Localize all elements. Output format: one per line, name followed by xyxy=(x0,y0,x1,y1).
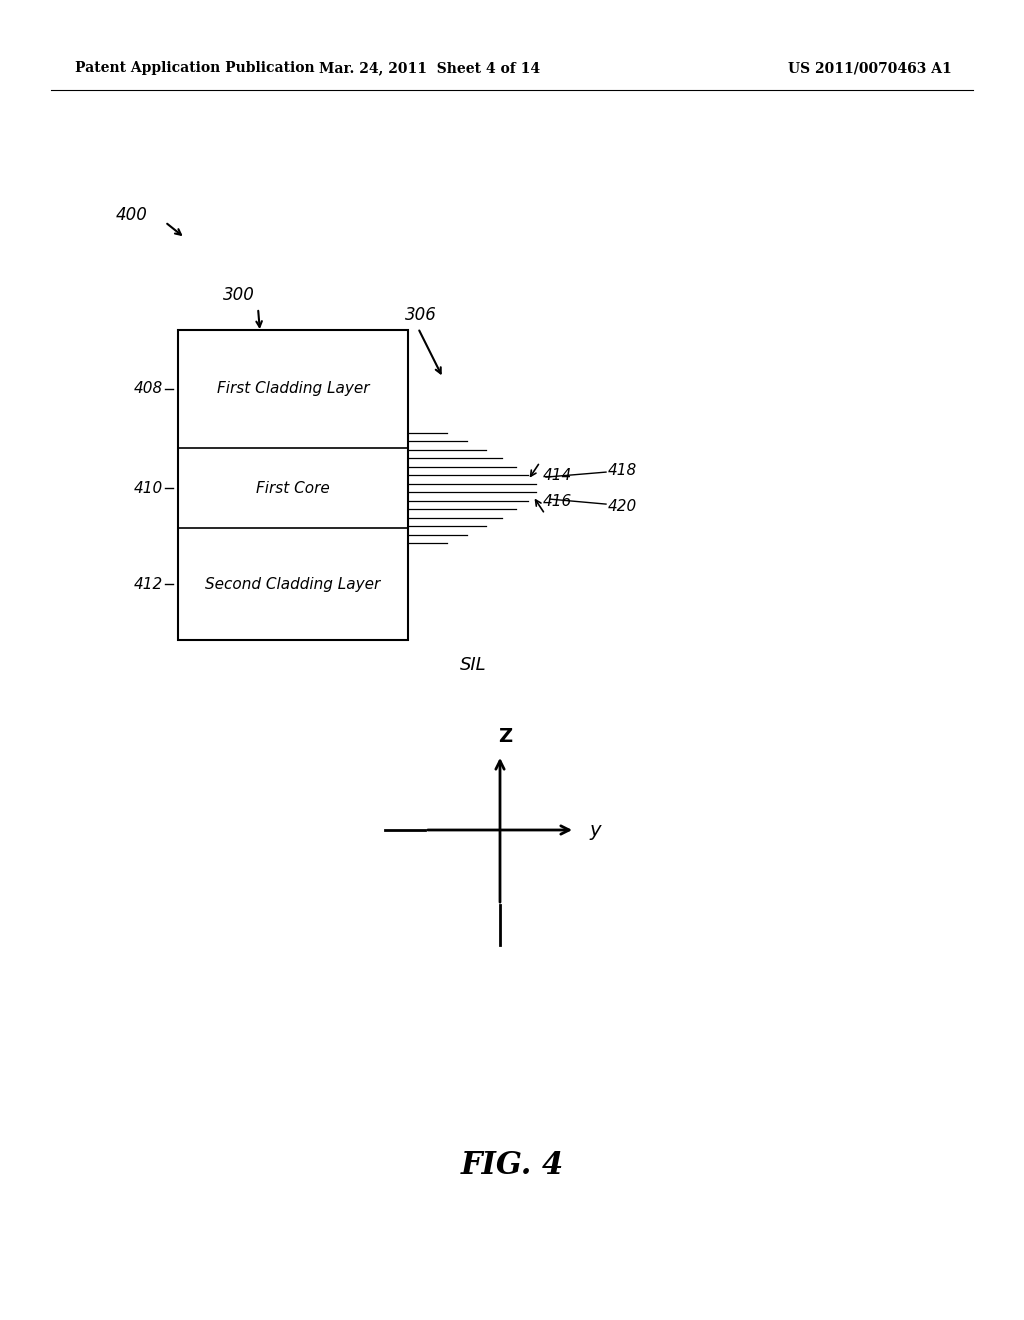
Text: 400: 400 xyxy=(116,206,148,224)
Text: 306: 306 xyxy=(406,306,437,323)
Text: 410: 410 xyxy=(134,480,163,495)
Text: 408: 408 xyxy=(134,381,163,396)
Text: 420: 420 xyxy=(608,499,637,513)
Text: 300: 300 xyxy=(223,286,255,304)
Text: 414: 414 xyxy=(543,467,572,483)
Text: First Cladding Layer: First Cladding Layer xyxy=(217,381,370,396)
Text: Patent Application Publication: Patent Application Publication xyxy=(75,61,314,75)
Text: 416: 416 xyxy=(543,494,572,508)
Text: 412: 412 xyxy=(134,577,163,591)
Text: Z: Z xyxy=(498,727,512,747)
Bar xyxy=(178,330,408,640)
Text: Mar. 24, 2011  Sheet 4 of 14: Mar. 24, 2011 Sheet 4 of 14 xyxy=(319,61,541,75)
Text: FIG. 4: FIG. 4 xyxy=(461,1150,563,1180)
Text: 418: 418 xyxy=(608,462,637,478)
Text: SIL: SIL xyxy=(460,656,486,675)
Text: US 2011/0070463 A1: US 2011/0070463 A1 xyxy=(788,61,952,75)
Text: y: y xyxy=(589,821,601,840)
Text: Second Cladding Layer: Second Cladding Layer xyxy=(206,577,381,591)
Text: First Core: First Core xyxy=(256,480,330,495)
